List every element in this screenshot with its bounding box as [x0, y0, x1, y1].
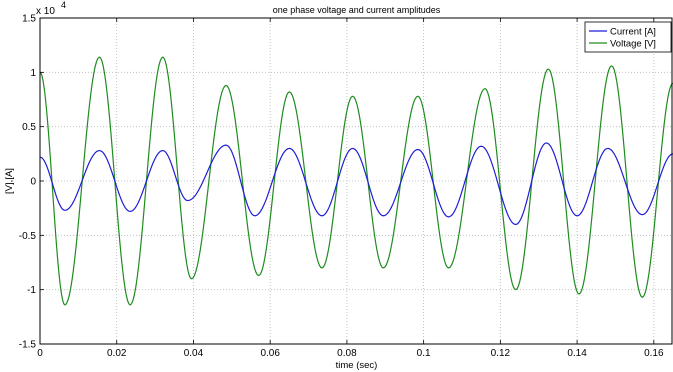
y-tick-label: -1.5 [19, 340, 37, 351]
y-tick-label: 1 [30, 68, 36, 79]
chart-title: one phase voltage and current amplitudes [273, 5, 441, 15]
x-tick-label: 0.14 [567, 348, 587, 359]
y-tick-label: 1.5 [22, 14, 36, 25]
grid [39, 17, 673, 345]
y-tick-label: 0 [30, 177, 36, 188]
legend-label-current: Current [A] [610, 27, 656, 38]
y-multiplier: x 10 4 [36, 0, 66, 17]
ticks: 0 0.02 0.04 0.06 0.08 0.1 0.12 0.14 0.16 -1.5 -1 -0… [19, 14, 664, 360]
y-tick-label: -0.5 [19, 231, 37, 242]
y-multiplier-exponent: 4 [61, 0, 66, 10]
x-axis-label: time (sec) [336, 360, 378, 371]
legend-label-voltage: Voltage [V] [610, 39, 656, 50]
y-axis-label: [V],[A] [4, 168, 15, 194]
x-tick-label: 0.06 [260, 348, 280, 359]
x-tick-label: 0.08 [337, 348, 357, 359]
x-tick-label: 0.16 [644, 348, 664, 359]
legend-box [584, 21, 672, 53]
y-tick-label: -1 [27, 285, 36, 296]
series-line-current [39, 142, 673, 226]
legend: Current [A] Voltage [V] [584, 21, 672, 53]
y-tick-label: 0.5 [22, 122, 36, 133]
x-tick-label: 0.02 [107, 348, 127, 359]
x-tick-label: 0.12 [491, 348, 511, 359]
y-multiplier-base: x 10 [36, 6, 55, 17]
series-line-voltage [39, 56, 673, 306]
x-tick-label: 0.1 [417, 348, 431, 359]
x-tick-label: 0.04 [184, 348, 204, 359]
series-layer [39, 56, 673, 306]
x-tick-label: 0 [37, 348, 43, 359]
